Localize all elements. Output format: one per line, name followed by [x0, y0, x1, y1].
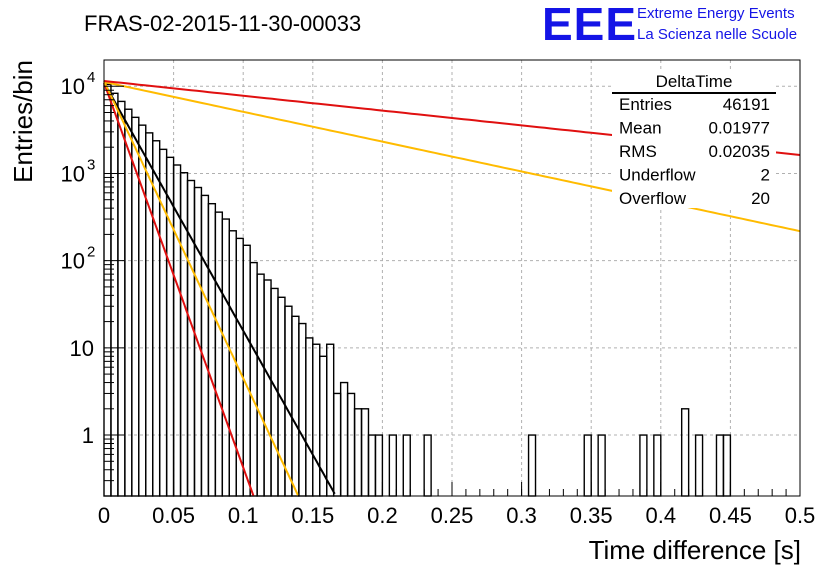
- stats-row-value: 0.01977: [709, 119, 770, 138]
- axis-ticks: [103, 85, 801, 496]
- x-tick-label: 0.35: [570, 503, 613, 528]
- y-tick-label: 1: [82, 423, 94, 448]
- x-tick-labels: 0 0.05 0.1 0.15 0.2 0.25 0.3 0.35 0.4 0.45 0.5: [98, 503, 815, 528]
- stats-box-background: [612, 72, 776, 208]
- fit-curve: [103, 80, 299, 496]
- fit-curve: [103, 82, 255, 496]
- eee-logo-mark: EEE: [542, 0, 637, 50]
- x-tick-label: 0.15: [291, 503, 334, 528]
- stats-row-value: 0.02035: [709, 142, 770, 161]
- eee-logo-line2: La Scienza nelle Scuole: [637, 26, 797, 43]
- stats-row-value: 46191: [723, 95, 770, 114]
- stats-box-name: DeltaTime: [656, 72, 733, 91]
- stats-box-rows: Entries 46191 Mean 0.01977 RMS 0.02035 Underfl…: [619, 95, 770, 208]
- eee-logo-line1: Extreme Energy Events: [637, 5, 795, 22]
- x-tick-label: 0.1: [228, 503, 259, 528]
- x-tick-label: 0.4: [646, 503, 677, 528]
- stats-row-value: 20: [751, 189, 770, 208]
- x-tick-label: 0: [98, 503, 110, 528]
- stats-row-label: Overflow: [619, 189, 687, 208]
- stats-row-label: Entries: [619, 95, 672, 114]
- x-tick-label: 0.05: [152, 503, 195, 528]
- chart-title: FRAS-02-2015-11-30-00033: [84, 11, 361, 36]
- stats-row-label: RMS: [619, 142, 657, 161]
- y-tick-label: 10: [61, 74, 85, 99]
- x-tick-label: 0.3: [506, 503, 537, 528]
- stats-row-label: Mean: [619, 119, 662, 138]
- y-tick-exponent: 4: [87, 69, 95, 86]
- y-axis-title: Entries/bin: [8, 60, 38, 183]
- fit-curve: [103, 82, 336, 495]
- stats-row-value: 2: [761, 166, 770, 185]
- stats-row-label: Underflow: [619, 166, 696, 185]
- x-tick-label: 0.5: [785, 503, 816, 528]
- eee-logo: EEE Extreme Energy Events La Scienza nel…: [542, 0, 797, 50]
- x-tick-label: 0.2: [367, 503, 398, 528]
- y-tick-label: 10: [61, 249, 85, 274]
- y-tick-label: 10: [70, 336, 94, 361]
- y-tick-exponent: 3: [87, 156, 95, 173]
- stats-box: DeltaTime Entries 46191 Mean 0.01977 RMS 0.02…: [612, 72, 776, 208]
- y-tick-label: 10: [61, 161, 85, 186]
- y-tick-exponent: 2: [87, 244, 95, 261]
- x-tick-label: 0.25: [431, 503, 474, 528]
- x-tick-label: 0.45: [709, 503, 752, 528]
- x-axis-title: Time difference [s]: [589, 535, 801, 565]
